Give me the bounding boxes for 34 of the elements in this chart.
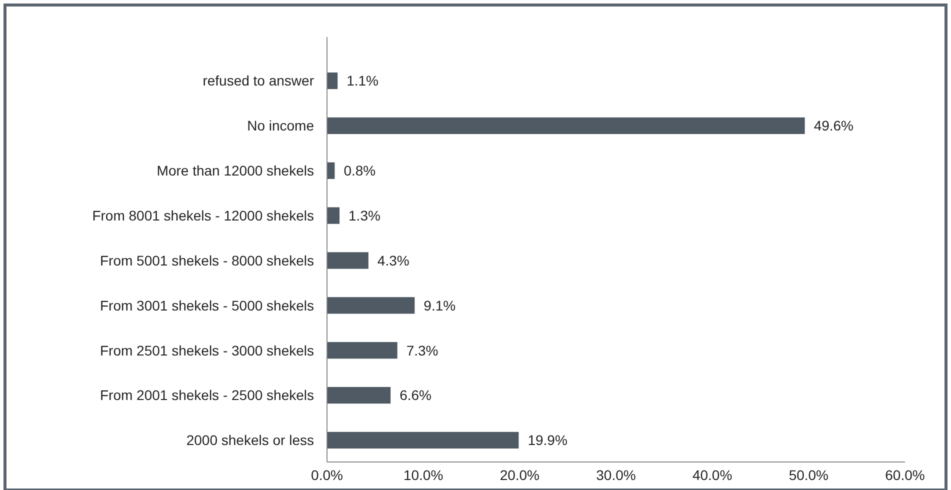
y-tick-label: From 2501 shekels - 3000 shekels (100, 342, 314, 358)
bar (327, 297, 415, 314)
y-tick-label: From 5001 shekels - 8000 shekels (100, 252, 314, 268)
data-label: 1.1% (346, 72, 379, 89)
x-tick-label: 40.0% (692, 467, 732, 483)
y-tick-label: From 8001 shekels - 12000 shekels (92, 207, 314, 224)
x-tick-label: 20.0% (500, 467, 540, 483)
bar (327, 342, 398, 359)
x-tick-label: 30.0% (596, 467, 636, 483)
bar (327, 162, 335, 179)
y-tick-label: 2000 shekels or less (186, 432, 314, 448)
x-tick-label: 0.0% (311, 467, 343, 483)
x-tick-label: 10.0% (403, 467, 444, 483)
data-label: 9.1% (424, 297, 456, 314)
y-tick-label: No income (247, 118, 314, 134)
bar (327, 432, 519, 449)
bar (327, 72, 338, 90)
y-tick-label: From 2001 shekels - 2500 shekels (100, 387, 314, 404)
y-tick-label: refused to answer (202, 72, 314, 89)
x-tick-label: 60.0% (885, 467, 925, 483)
y-tick-label: More than 12000 shekels (156, 162, 314, 179)
data-label: 6.6% (400, 387, 432, 404)
data-label: 0.8% (344, 162, 376, 179)
bar (327, 117, 805, 134)
y-tick-label: From 3001 shekels - 5000 shekels (100, 297, 314, 314)
data-label: 1.3% (348, 207, 380, 224)
data-label: 19.9% (528, 432, 568, 448)
data-label: 49.6% (814, 118, 854, 134)
bar (327, 386, 391, 404)
bar (327, 207, 340, 224)
x-tick-label: 50.0% (788, 467, 829, 483)
bar (327, 252, 368, 269)
data-label: 7.3% (406, 342, 438, 358)
data-label: 4.3% (377, 252, 410, 268)
